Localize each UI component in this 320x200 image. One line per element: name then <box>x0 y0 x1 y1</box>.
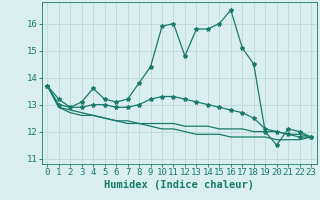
X-axis label: Humidex (Indice chaleur): Humidex (Indice chaleur) <box>104 180 254 190</box>
